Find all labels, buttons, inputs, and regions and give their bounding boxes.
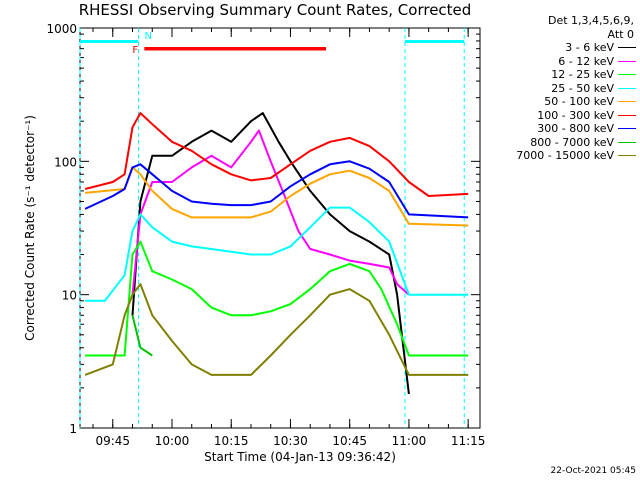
x-tick-label: 11:15 — [451, 434, 486, 448]
legend-swatch — [618, 74, 636, 76]
night-label: N — [144, 31, 151, 42]
legend-label: 12 - 25 keV — [551, 68, 614, 81]
legend-label: 100 - 300 keV — [537, 108, 614, 122]
flare-label: F — [132, 45, 138, 56]
timestamp: 22-Oct-2021 05:45 — [550, 466, 636, 476]
series-line-25-50-kev — [85, 206, 469, 302]
legend-swatch — [618, 101, 636, 103]
legend-label: 7000 - 15000 keV — [516, 149, 614, 162]
legend-label: 25 - 50 keV — [551, 81, 614, 95]
legend-item-100-300-kev: 100 - 300 keV — [486, 109, 636, 123]
legend-item-300-800-kev: 300 - 800 keV — [486, 122, 636, 136]
legend-label: 6 - 12 keV — [558, 54, 614, 68]
legend-item-3-6-kev: 3 - 6 keV — [486, 41, 636, 55]
legend-item-25-50-kev: 25 - 50 keV — [486, 82, 636, 96]
legend-swatch — [618, 60, 636, 62]
legend-label: 3 - 6 keV — [565, 41, 614, 54]
night-bar — [404, 40, 465, 43]
legend-swatch — [618, 155, 636, 157]
series-line-800-7000-kev — [131, 315, 153, 357]
series-line-50-100-kev — [85, 166, 469, 227]
legend-label: 300 - 800 keV — [537, 122, 614, 135]
x-tick-label: 09:45 — [95, 434, 130, 448]
flare-bar — [144, 47, 327, 51]
legend-item-800-7000-kev: 800 - 7000 keV — [486, 136, 636, 150]
series-line-3-6-kev — [131, 112, 410, 395]
legend-item-12-25-kev: 12 - 25 keV — [486, 68, 636, 82]
x-tick-label: 10:45 — [332, 434, 367, 448]
series-line-6-12-kev — [131, 129, 410, 296]
legend-swatch — [618, 114, 636, 116]
series-line-12-25-kev — [85, 240, 469, 357]
legend-swatch — [618, 47, 636, 49]
x-tick-label: 10:15 — [214, 434, 249, 448]
series-line-300-800-kev — [84, 160, 469, 219]
y-axis-label: Corrected Count Rate (s⁻¹ detector⁻¹) — [23, 115, 37, 341]
legend-label: 800 - 7000 keV — [530, 135, 614, 149]
series-line-7000-15000-kev — [84, 283, 469, 376]
x-tick-label: 11:00 — [392, 434, 427, 448]
legend-item-7000-15000-kev: 7000 - 15000 keV — [486, 149, 636, 163]
legend-swatch — [618, 141, 636, 143]
night-bar — [80, 40, 139, 43]
y-tick-label: 1 — [69, 422, 77, 436]
legend-item-6-12-kev: 6 - 12 keV — [486, 55, 636, 69]
legend: Det 1,3,4,5,6,9, Att 0 3 - 6 keV 6 - 12 k… — [486, 14, 636, 163]
legend-rows: 3 - 6 keV 6 - 12 keV 12 - 25 keV 25 - 50 ke… — [486, 41, 636, 163]
legend-header-line-2: Att 0 — [607, 27, 634, 41]
x-tick-label: 10:30 — [273, 434, 308, 448]
legend-item-50-100-kev: 50 - 100 keV — [486, 95, 636, 109]
legend-label: 50 - 100 keV — [544, 95, 614, 108]
y-tick-label: 1000 — [46, 22, 77, 36]
legend-header-line-1: Det 1,3,4,5,6,9, — [547, 14, 634, 27]
x-tick-label: 10:00 — [155, 434, 190, 448]
chart-title: RHESSI Observing Summary Count Rates, Co… — [78, 1, 472, 19]
series-line-100-300-kev — [84, 112, 469, 197]
x-axis-label: Start Time (04-Jan-13 09:36:42) — [204, 450, 396, 464]
legend-swatch — [618, 128, 636, 130]
y-tick-label: 10 — [62, 289, 77, 303]
y-tick-label: 100 — [54, 155, 77, 169]
legend-swatch — [618, 87, 636, 89]
